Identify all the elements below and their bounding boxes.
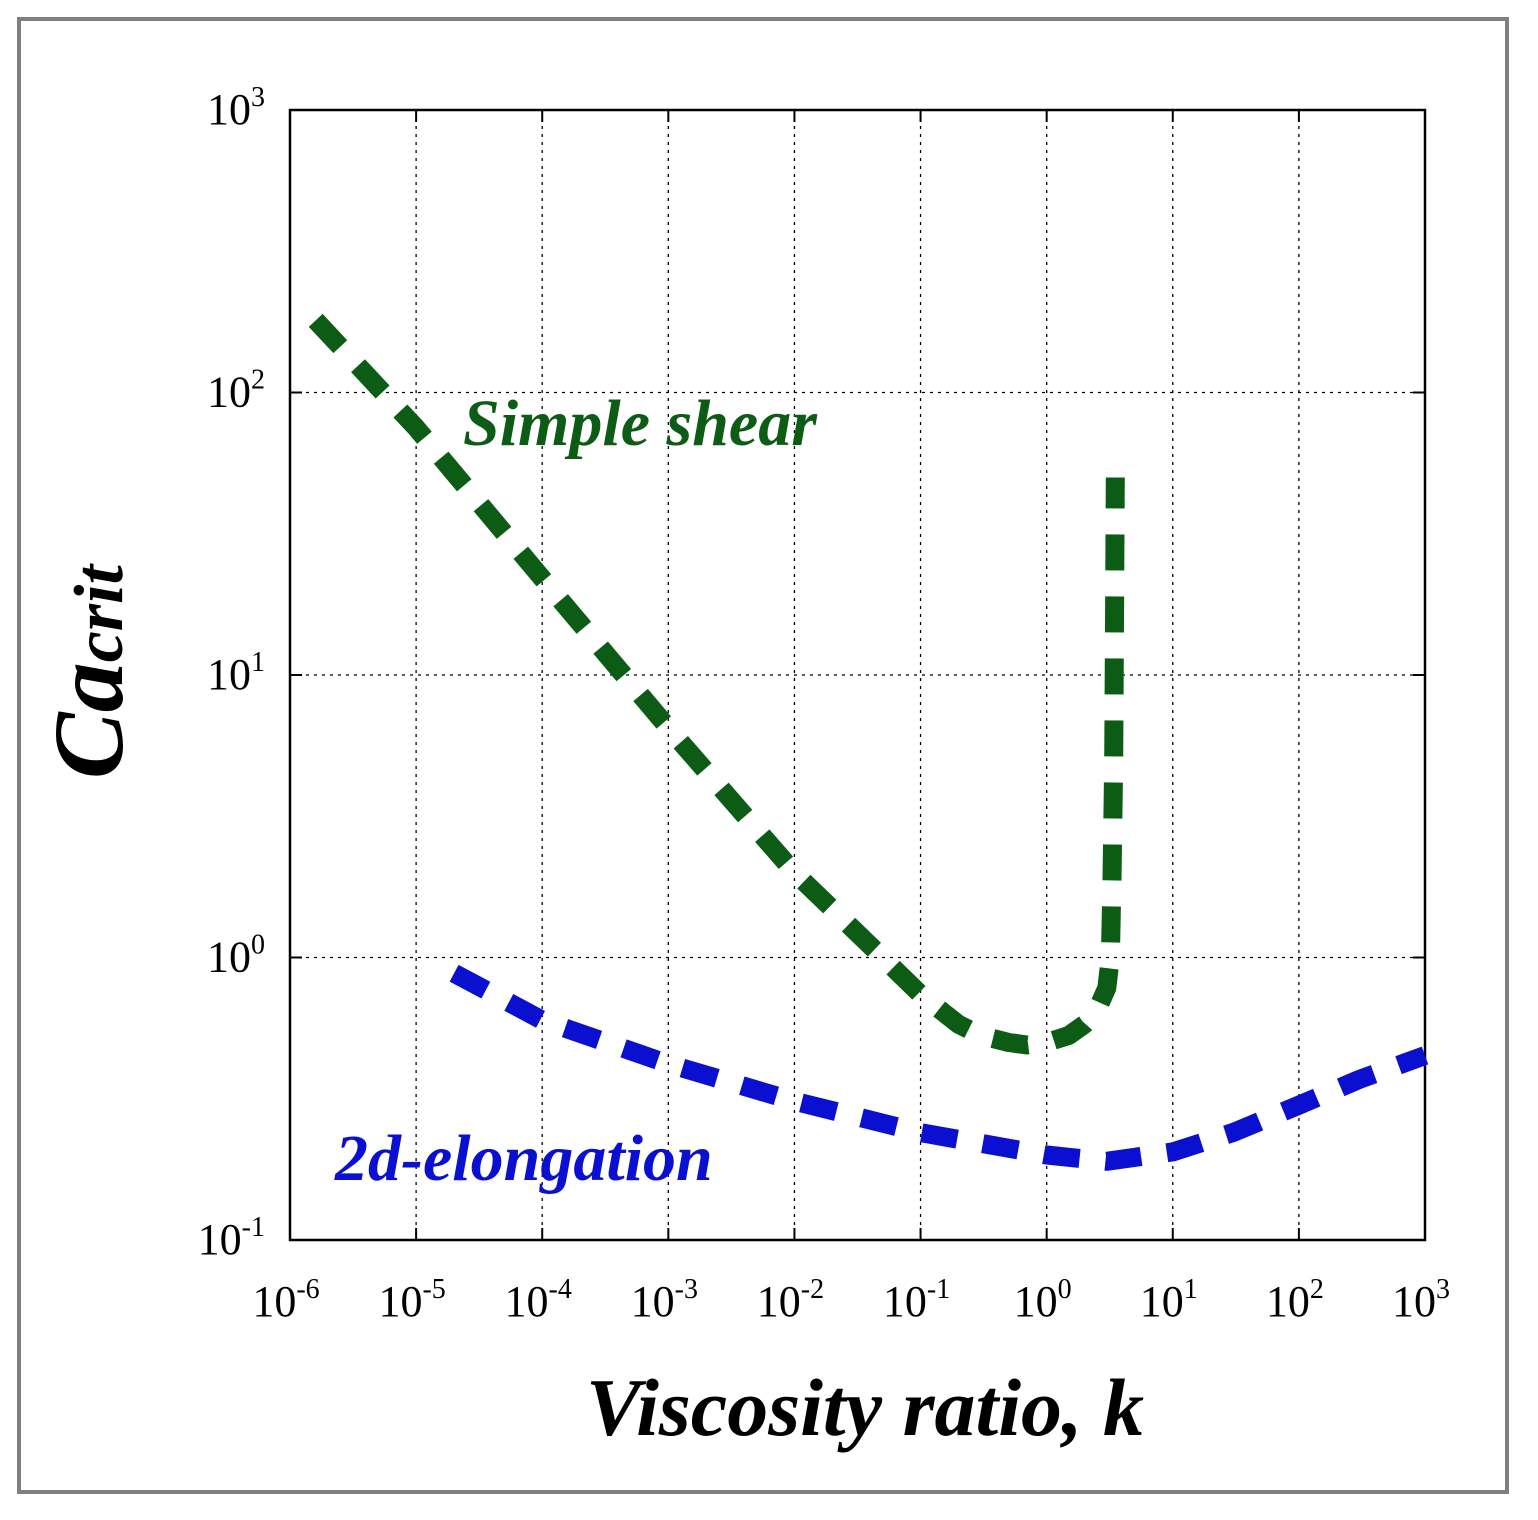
simple-shear-label: Simple shear bbox=[463, 387, 818, 460]
x-tick-label: 101 bbox=[1140, 1274, 1198, 1326]
x-tick-label: 10-5 bbox=[378, 1274, 445, 1326]
x-tick-label: 10-2 bbox=[757, 1274, 824, 1326]
y-axis-title-main: Ca bbox=[33, 662, 144, 779]
y-tick-label: 10-1 bbox=[198, 1212, 265, 1264]
y-tick-label: 101 bbox=[207, 647, 265, 699]
series-group bbox=[308, 313, 1429, 1171]
chart-frame bbox=[17, 17, 1509, 1494]
y-axis: 10-1 100 101 102 103 bbox=[198, 82, 1425, 1264]
x-tick-label: 10-1 bbox=[883, 1274, 950, 1326]
2d-elongation-curve bbox=[449, 964, 1429, 1171]
y-axis-title-group: Cacrit bbox=[33, 562, 144, 778]
simple-shear-curve bbox=[308, 313, 1125, 1055]
x-tick-label: 103 bbox=[1392, 1274, 1450, 1326]
y-tick-label: 102 bbox=[207, 365, 265, 417]
x-axis: 10-6 10-5 10-4 10-3 10-2 10-1 100 101 102 103 bbox=[252, 110, 1450, 1326]
y-axis-title: Cacrit bbox=[33, 562, 144, 778]
2d-elongation-label: 2d-elongation bbox=[334, 1122, 713, 1195]
y-axis-title-sub: crit bbox=[61, 562, 138, 662]
x-tick-label: 10-4 bbox=[505, 1274, 572, 1326]
x-axis-title: Viscosity ratio, k bbox=[586, 1362, 1144, 1453]
y-tick-label: 103 bbox=[207, 82, 265, 134]
x-tick-label: 10-3 bbox=[631, 1274, 698, 1326]
x-tick-label: 10-6 bbox=[252, 1274, 319, 1326]
grid bbox=[290, 110, 1425, 1240]
x-tick-label: 102 bbox=[1266, 1274, 1324, 1326]
y-tick-label: 100 bbox=[207, 930, 265, 982]
x-tick-label: 100 bbox=[1014, 1274, 1072, 1326]
